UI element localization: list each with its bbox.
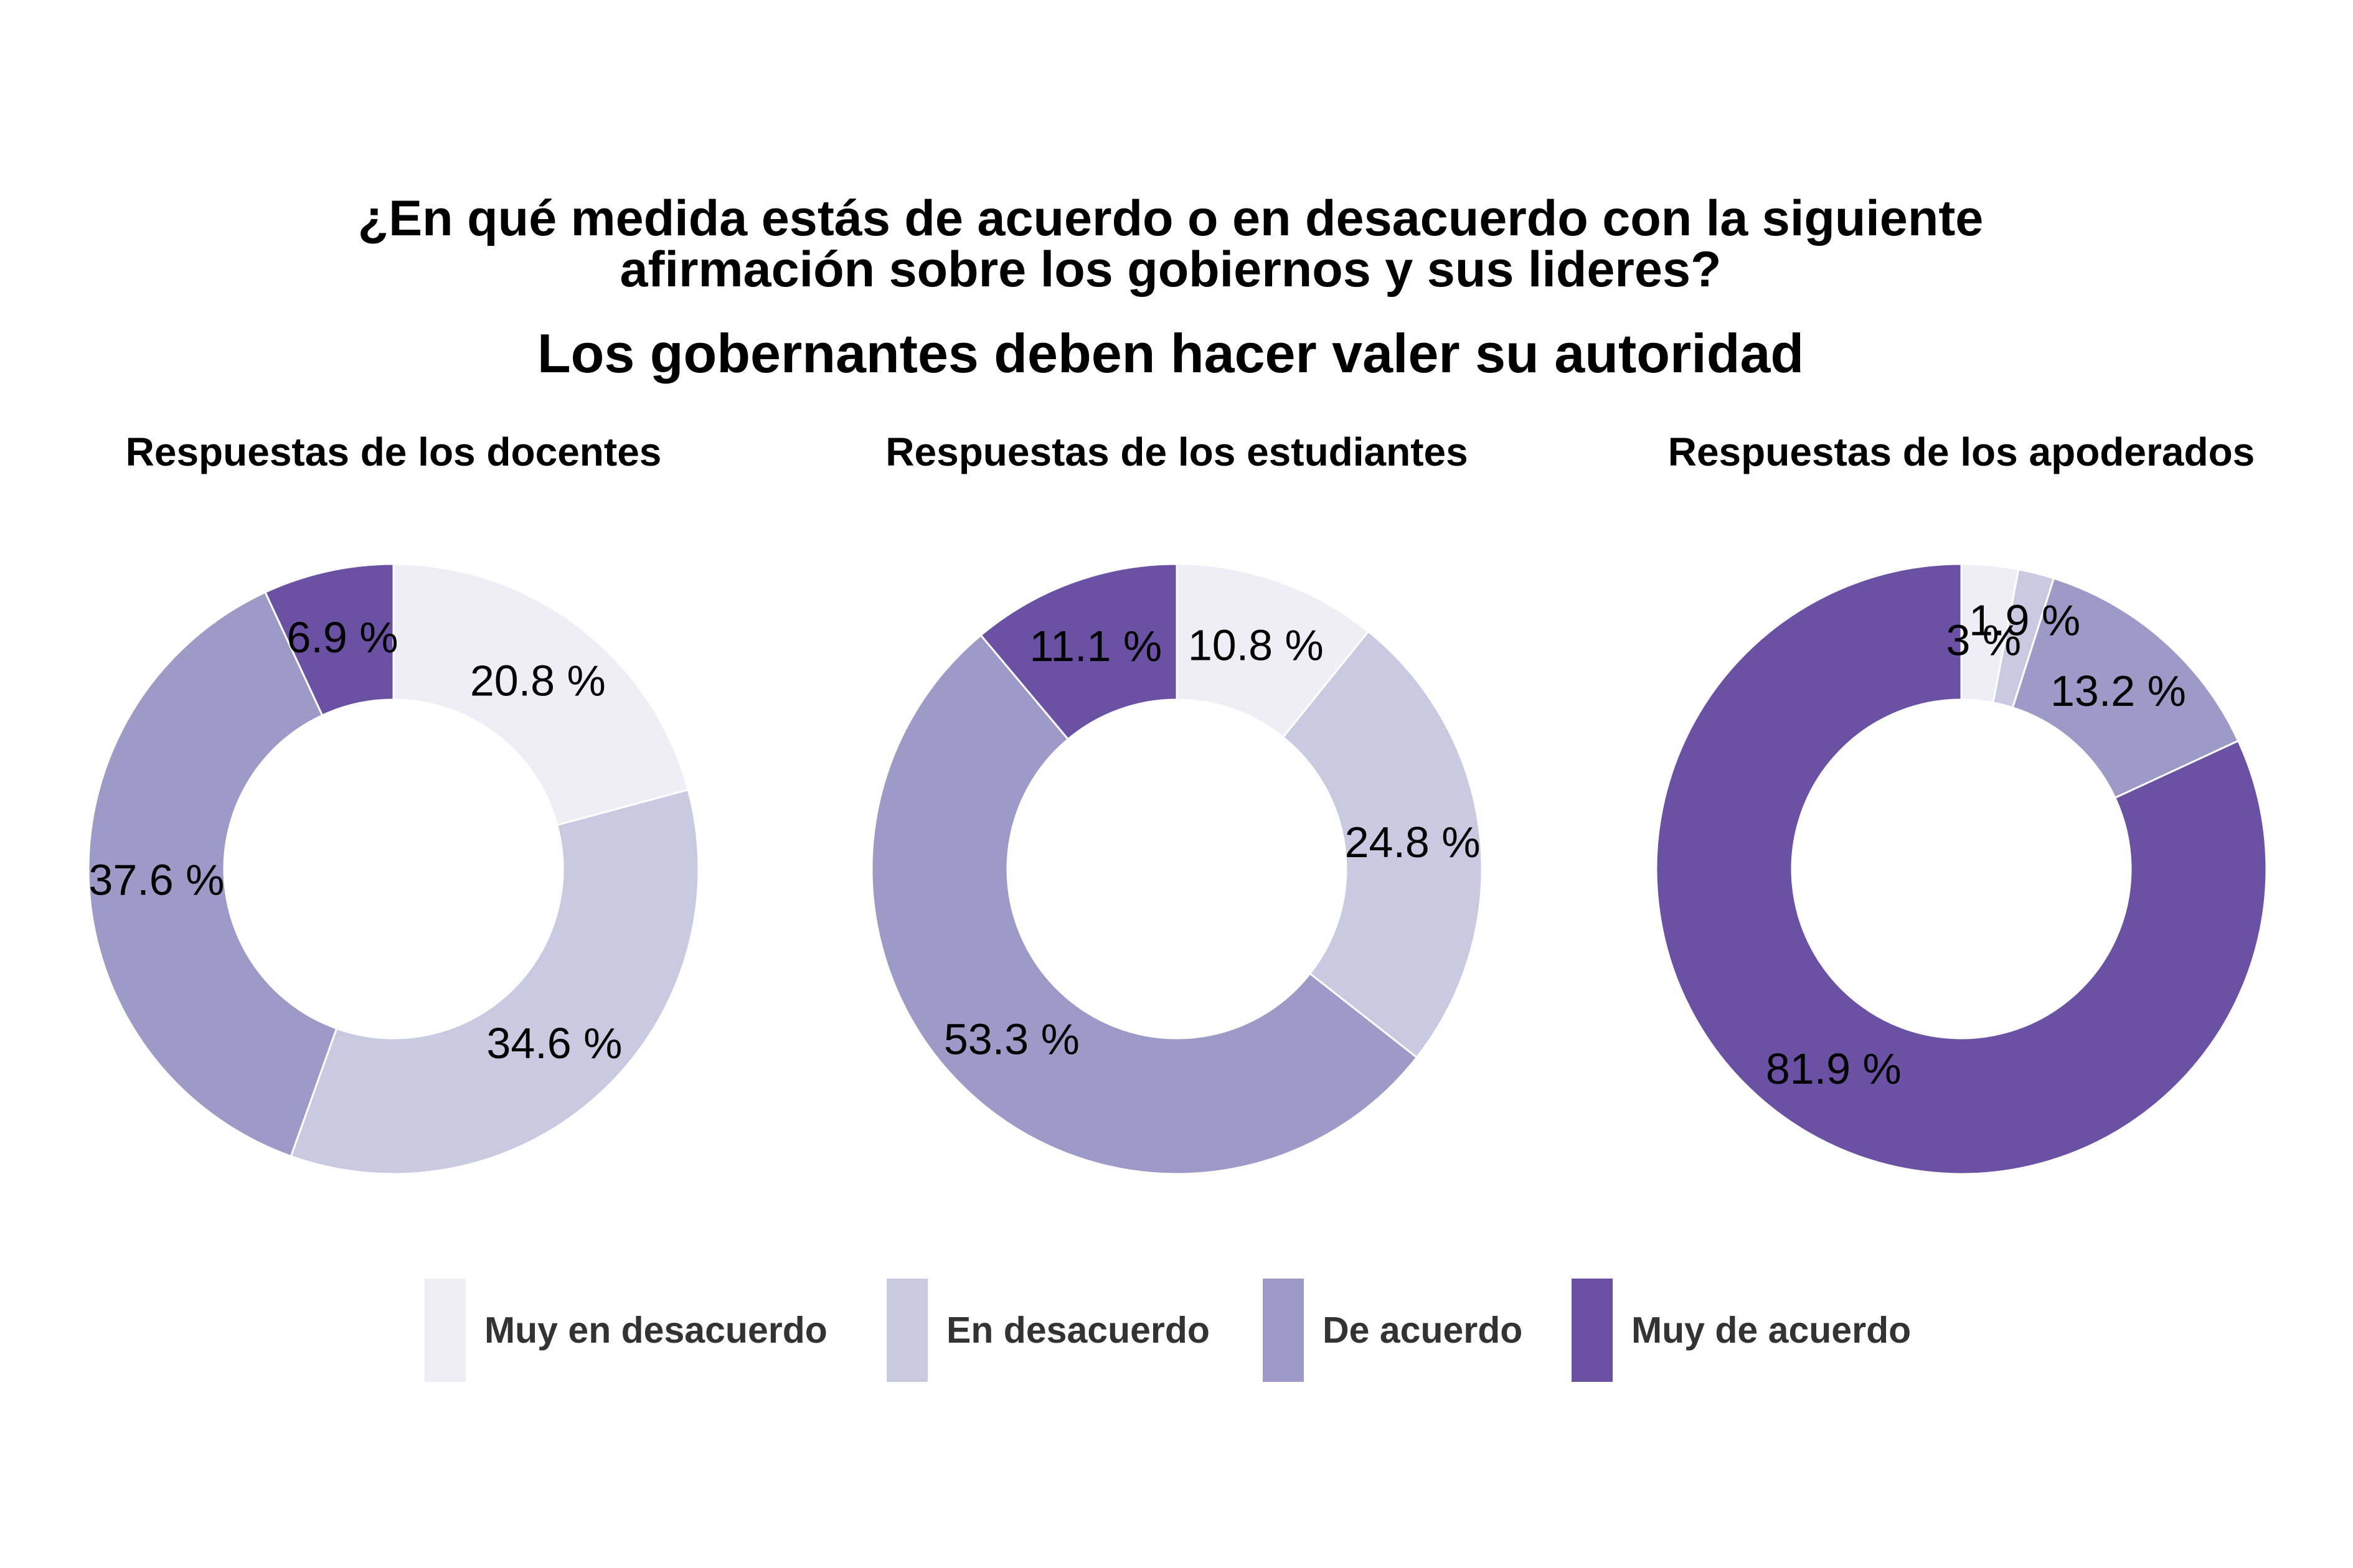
slice-muy-de-acuerdo (1655, 563, 2268, 1175)
slice-label-en-desacuerdo: 34.6 % (486, 1019, 622, 1068)
slice-label-muy-de-acuerdo: 6.9 % (286, 613, 398, 662)
slice-label-muy-en-desacuerdo: 3 % (1946, 616, 2022, 665)
slice-label-en-desacuerdo: 24.8 % (1345, 818, 1481, 866)
legend-label-muy-en-desacuerdo: Muy en desacuerdo (484, 1310, 828, 1351)
legend-label-en-desacuerdo: En desacuerdo (946, 1310, 1210, 1351)
donut-docentes: 20.8 % 34.6 % 37.6 % 6.9 % (87, 563, 700, 1175)
legend-swatch-muy-de-acuerdo (1572, 1279, 1613, 1382)
slice-label-en-desacuerdo: 1.9 % (1969, 596, 2080, 645)
legend-swatch-en-desacuerdo (887, 1279, 928, 1382)
panel-title-estudiantes: Respuestas de los estudiantes (885, 430, 1468, 474)
slice-muy-en-desacuerdo (392, 563, 690, 827)
chart-title-line-1: ¿En qué medida estás de acuerdo o en des… (358, 190, 1984, 246)
legend-swatch-de-acuerdo (1263, 1279, 1304, 1382)
slice-label-muy-en-desacuerdo: 20.8 % (470, 657, 606, 705)
chart-legend: Muy en desacuerdo En desacuerdo De acuer… (425, 1279, 1911, 1382)
donut-estudiantes: 10.8 % 24.8 % 53.3 % 11.1 % (870, 563, 1483, 1175)
slice-label-muy-de-acuerdo: 81.9 % (1766, 1045, 1902, 1093)
slice-muy-en-desacuerdo (1176, 563, 1370, 739)
slice-muy-de-acuerdo (263, 563, 395, 717)
slice-de-acuerdo (870, 634, 1418, 1175)
slice-de-acuerdo (2011, 577, 2240, 799)
chart-subtitle: Los gobernantes deben hacer valer su aut… (537, 322, 1804, 384)
slice-en-desacuerdo (1281, 630, 1483, 1059)
chart-title-line-2: afirmación sobre los gobiernos y sus lid… (620, 242, 1721, 298)
slice-label-de-acuerdo: 13.2 % (2050, 667, 2186, 715)
legend-label-muy-de-acuerdo: Muy de acuerdo (1631, 1310, 1911, 1351)
panel-title-docentes: Respuestas de los docentes (126, 430, 662, 474)
slice-label-muy-de-acuerdo: 11.1 % (1029, 622, 1162, 670)
slice-label-muy-en-desacuerdo: 10.8 % (1188, 621, 1324, 670)
slice-muy-de-acuerdo (979, 563, 1178, 741)
donut-charts: 20.8 % 34.6 % 37.6 % 6.9 % 10.8 % 24.8 % 53.3 … (87, 563, 2268, 1175)
panel-title-apoderados: Respuestas de los apoderados (1668, 430, 2255, 474)
slice-label-de-acuerdo: 37.6 % (88, 855, 224, 904)
slice-en-desacuerdo (290, 788, 700, 1175)
slice-label-de-acuerdo: 53.3 % (944, 1015, 1080, 1064)
donut-apoderados: 3 %1.9 % 13.2 % 81.9 % (1655, 563, 2268, 1175)
legend-label-de-acuerdo: De acuerdo (1323, 1310, 1522, 1351)
legend-swatch-muy-en-desacuerdo (425, 1279, 466, 1382)
slice-de-acuerdo (87, 591, 338, 1158)
